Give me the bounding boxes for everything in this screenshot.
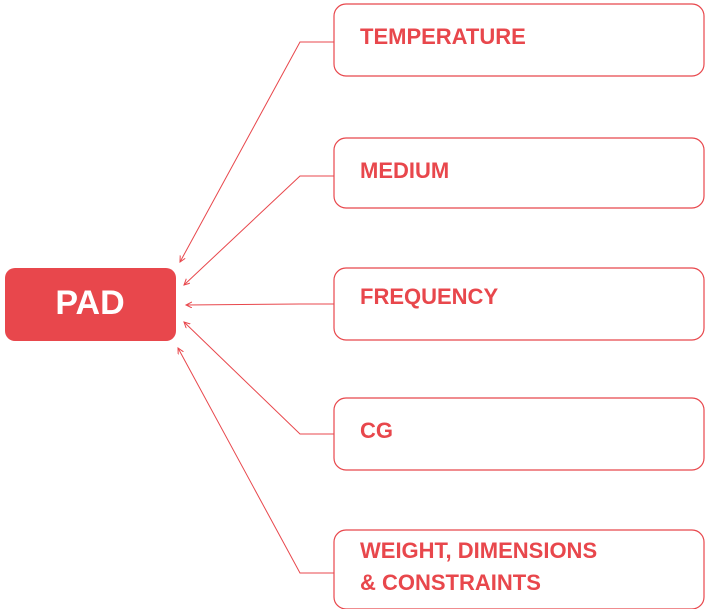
center-label: PAD xyxy=(55,284,124,322)
node-box xyxy=(333,3,705,77)
connector xyxy=(184,175,334,285)
node-box xyxy=(333,529,705,609)
connector xyxy=(186,304,334,305)
connector xyxy=(184,322,334,435)
connector xyxy=(178,348,334,574)
connector xyxy=(180,41,334,262)
node-box xyxy=(333,137,705,209)
node-label: MEDIUM xyxy=(360,158,449,183)
node-label: FREQUENCY xyxy=(360,284,498,309)
node-label: WEIGHT, DIMENSIONS & CONSTRAINTS xyxy=(360,538,597,595)
node-label: CG xyxy=(360,418,393,443)
center-node xyxy=(5,268,176,341)
node-label: TEMPERATURE xyxy=(360,24,526,49)
